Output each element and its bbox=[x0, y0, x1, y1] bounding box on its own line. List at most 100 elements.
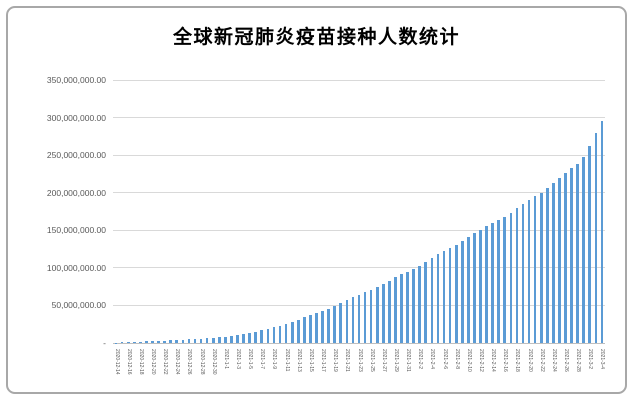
x-axis-tick-label: 2021-2-6 bbox=[441, 349, 448, 370]
bar bbox=[485, 226, 488, 343]
x-axis-tick-label: 2021-2-24 bbox=[550, 349, 557, 372]
x-axis-tick-label: 2021-1-13 bbox=[295, 349, 302, 372]
bar bbox=[242, 334, 245, 343]
bar bbox=[163, 340, 166, 343]
y-axis-tick-label: 350,000,000.00 bbox=[46, 75, 106, 85]
bar bbox=[412, 268, 415, 343]
bar bbox=[460, 240, 464, 343]
bar bbox=[217, 337, 221, 343]
y-axis-tick-label: 150,000,000.00 bbox=[46, 225, 106, 236]
bar bbox=[199, 338, 203, 343]
x-axis-tick-label: 2021-1-1 bbox=[222, 349, 229, 370]
bar bbox=[290, 321, 294, 343]
x-axis-tick-label: 2021-1-25 bbox=[368, 349, 375, 372]
bar bbox=[558, 178, 561, 343]
bar bbox=[339, 303, 343, 343]
x-axis-tick-label: 2021-1-23 bbox=[356, 349, 363, 372]
bar bbox=[193, 339, 197, 343]
bar bbox=[224, 336, 227, 343]
x-axis-tick-label: 2020-12-16 bbox=[125, 349, 132, 375]
x-axis-tick-label: 2020-12-14 bbox=[113, 349, 120, 375]
bar bbox=[345, 300, 349, 343]
bar bbox=[418, 265, 422, 343]
bar bbox=[126, 342, 130, 343]
x-axis-tick-label: 2021-1-15 bbox=[307, 349, 314, 372]
bar bbox=[564, 172, 567, 343]
x-axis-tick-label: 2021-1-27 bbox=[380, 349, 387, 372]
x-axis-tick-label: 2021-1-5 bbox=[247, 349, 254, 370]
gridline bbox=[113, 267, 605, 269]
bar bbox=[594, 132, 598, 343]
y-axis-tick-label: 200,000,000.00 bbox=[46, 187, 106, 198]
x-axis-tick-label: 2021-2-26 bbox=[563, 349, 570, 372]
bar bbox=[151, 341, 154, 343]
bar bbox=[181, 339, 185, 343]
gridline bbox=[113, 154, 605, 156]
x-axis-tick-label: 2021-2-4 bbox=[429, 349, 436, 370]
bar bbox=[260, 330, 264, 343]
x-axis-tick-label: 2021-2-14 bbox=[490, 349, 497, 372]
x-axis-tick-label: 2020-12-24 bbox=[174, 349, 181, 375]
x-axis-tick-label: 2021-2-8 bbox=[453, 349, 460, 370]
x-axis-tick-label: 2021-1-29 bbox=[392, 349, 399, 372]
bar bbox=[230, 336, 233, 343]
bar bbox=[576, 164, 579, 343]
x-axis-tick-label: 2020-12-18 bbox=[137, 349, 144, 375]
x-axis-tick-label: 2021-1-17 bbox=[320, 349, 327, 372]
gridline bbox=[113, 229, 605, 231]
bar bbox=[473, 233, 476, 343]
bar bbox=[430, 258, 434, 343]
x-axis-tick-label: 2021-1-31 bbox=[405, 349, 412, 372]
bar bbox=[321, 310, 324, 343]
bar bbox=[272, 327, 276, 343]
x-axis-tick-label: 2021-2-20 bbox=[526, 349, 533, 372]
bar bbox=[600, 120, 604, 343]
bar bbox=[442, 250, 446, 343]
bar bbox=[248, 333, 251, 343]
plot-area: 2020-12-14 2020-12-16 2020-12-18 2020-12-20… bbox=[113, 79, 605, 375]
bar bbox=[539, 192, 543, 343]
bar bbox=[582, 156, 586, 343]
x-axis-tick-label: 2021-1-11 bbox=[283, 349, 290, 372]
bar bbox=[175, 340, 179, 343]
bar bbox=[406, 271, 409, 343]
bar bbox=[333, 306, 337, 343]
x-axis-tick-label: 2021-2-18 bbox=[514, 349, 521, 372]
bar bbox=[533, 196, 537, 343]
x-axis-tick-label: 2021-2-28 bbox=[575, 349, 582, 372]
x-axis-tick-label: 2021-3-4 bbox=[599, 349, 606, 370]
bar bbox=[187, 339, 191, 343]
bar bbox=[120, 342, 124, 343]
bar bbox=[515, 208, 519, 343]
bar bbox=[266, 328, 270, 343]
bar bbox=[145, 341, 148, 343]
bar bbox=[509, 212, 513, 343]
bar bbox=[491, 223, 494, 343]
bar bbox=[351, 297, 355, 343]
x-axis-tick-label: 2021-3-2 bbox=[587, 349, 594, 370]
bar bbox=[497, 220, 501, 343]
bar bbox=[169, 340, 173, 343]
y-axis-tick-label: 300,000,000.00 bbox=[46, 112, 106, 123]
bar bbox=[369, 290, 373, 343]
bar bbox=[552, 183, 555, 343]
chart-title: 全球新冠肺炎疫苗接种人数统计 bbox=[172, 26, 460, 48]
bar bbox=[315, 312, 318, 343]
x-axis-tick-label: 2020-12-20 bbox=[149, 349, 156, 375]
bar bbox=[138, 341, 142, 343]
bar bbox=[363, 292, 367, 343]
x-axis-tick-label: 2021-1-21 bbox=[344, 349, 351, 372]
y-axis-tick-label: 250,000,000.00 bbox=[46, 150, 106, 161]
bar bbox=[205, 338, 209, 343]
bar bbox=[521, 203, 525, 343]
bar bbox=[503, 216, 507, 343]
y-axis-tick-label: - bbox=[103, 338, 106, 348]
bar bbox=[157, 340, 160, 343]
x-axis-tick-label: 2020-12-22 bbox=[162, 349, 169, 375]
x-axis-tick-label: 2021-1-19 bbox=[332, 349, 339, 372]
bar bbox=[394, 277, 397, 343]
x-axis-tick-label: 2021-2-22 bbox=[538, 349, 545, 372]
bar bbox=[400, 274, 403, 343]
bar bbox=[545, 188, 549, 343]
